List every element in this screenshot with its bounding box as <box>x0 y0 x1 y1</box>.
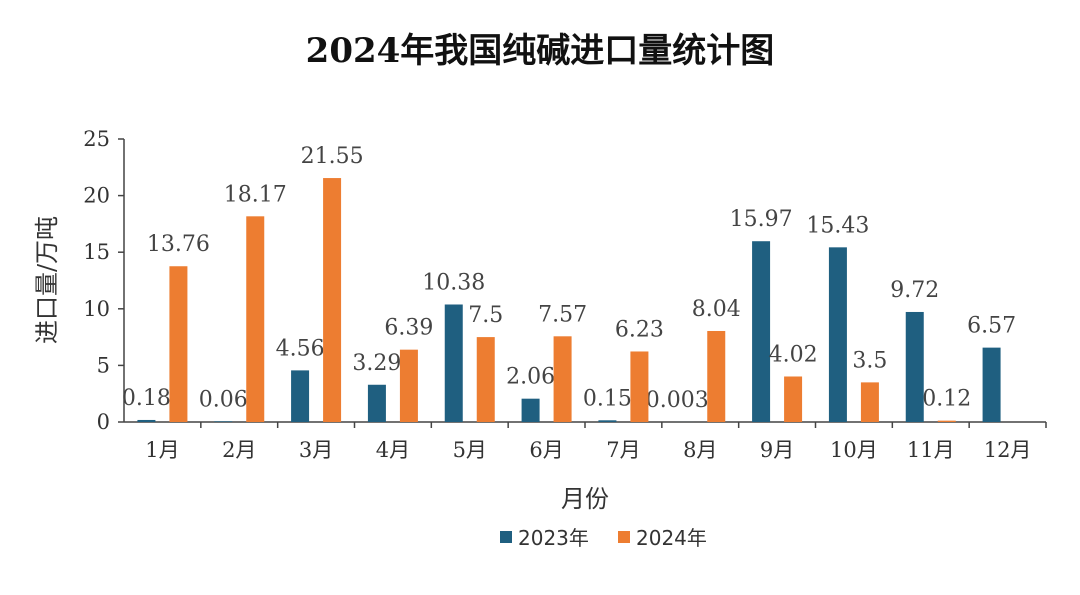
y-axis-label: 进口量/万吨 <box>33 216 61 344</box>
bar-series1 <box>905 311 924 422</box>
legend-swatch <box>618 531 630 543</box>
x-tick-label: 7月 <box>606 438 640 462</box>
x-tick-label: 8月 <box>683 438 717 462</box>
data-label: 7.5 <box>468 303 503 328</box>
x-tick-label: 9月 <box>760 438 794 462</box>
bar-series1 <box>982 347 1001 422</box>
data-label: 6.39 <box>384 316 433 341</box>
bar-series1 <box>444 304 463 422</box>
data-label: 2.06 <box>506 365 555 390</box>
bar-series2 <box>246 216 265 422</box>
legend-label: 2024年 <box>636 526 707 550</box>
bar-series1 <box>291 370 310 422</box>
y-tick-label: 10 <box>83 297 110 321</box>
data-label: 15.43 <box>806 213 869 238</box>
data-label: 18.17 <box>224 182 287 207</box>
x-tick-label: 4月 <box>376 438 410 462</box>
y-tick-label: 15 <box>83 240 110 264</box>
bar-series1 <box>214 421 233 422</box>
bar-series2 <box>476 337 495 422</box>
bar-series1 <box>367 384 386 422</box>
x-tick-label: 10月 <box>830 438 878 462</box>
bar-series2 <box>937 420 956 422</box>
x-tick-label: 3月 <box>299 438 333 462</box>
bar-series1 <box>137 419 156 422</box>
data-label: 9.72 <box>890 278 939 303</box>
data-label: 0.12 <box>922 387 971 412</box>
data-label: 3.5 <box>852 348 887 373</box>
y-tick-label: 25 <box>83 127 110 151</box>
data-label: 4.56 <box>276 336 325 361</box>
bar-series2 <box>169 266 188 422</box>
y-tick-label: 20 <box>83 184 110 208</box>
data-label: 3.29 <box>352 351 401 376</box>
data-label: 6.57 <box>967 314 1016 339</box>
y-tick-label: 5 <box>97 353 110 377</box>
x-tick-label: 12月 <box>984 438 1032 462</box>
chart-title: 2024年我国纯碱进口量统计图 <box>306 31 775 71</box>
plot-area: 0 5 10 15 20 25 1月 2月 3月 4月 5月 6月 7月 8月 9月 10月 11月 12月 0.1… <box>83 127 1047 462</box>
bar-series2 <box>553 336 572 422</box>
bar-series2 <box>323 178 342 422</box>
x-tick-label: 5月 <box>453 438 487 462</box>
x-tick-label: 1月 <box>145 438 179 462</box>
bar-series1 <box>828 247 847 422</box>
bar-series2 <box>707 330 726 422</box>
data-label: 10.38 <box>422 270 485 295</box>
x-tick-label: 6月 <box>529 438 563 462</box>
data-label: 6.23 <box>615 317 664 342</box>
x-tick-label: 2月 <box>222 438 256 462</box>
data-label: 8.04 <box>692 297 741 322</box>
bar-series1 <box>752 241 771 422</box>
bar-series2 <box>784 376 803 422</box>
data-label: 7.57 <box>538 302 587 327</box>
bar-series2 <box>399 349 418 422</box>
bar-series1 <box>598 420 617 422</box>
data-label: 0.15 <box>583 386 632 411</box>
data-label: 15.97 <box>730 207 793 232</box>
data-label: 4.02 <box>769 342 818 367</box>
data-label: 0.18 <box>122 386 171 411</box>
y-tick-label: 0 <box>97 410 110 434</box>
data-label: 0.06 <box>199 387 248 412</box>
x-axis-label: 月份 <box>561 485 609 513</box>
bar-series2 <box>630 351 649 422</box>
bar-series2 <box>860 382 879 422</box>
legend-label: 2023年 <box>518 526 589 550</box>
legend-swatch <box>500 531 512 543</box>
legend: 2023年 2024年 <box>500 526 707 550</box>
bar-series1 <box>521 398 540 422</box>
data-label: 21.55 <box>301 144 364 169</box>
data-label: 13.76 <box>147 232 210 257</box>
x-tick-label: 11月 <box>907 438 955 462</box>
